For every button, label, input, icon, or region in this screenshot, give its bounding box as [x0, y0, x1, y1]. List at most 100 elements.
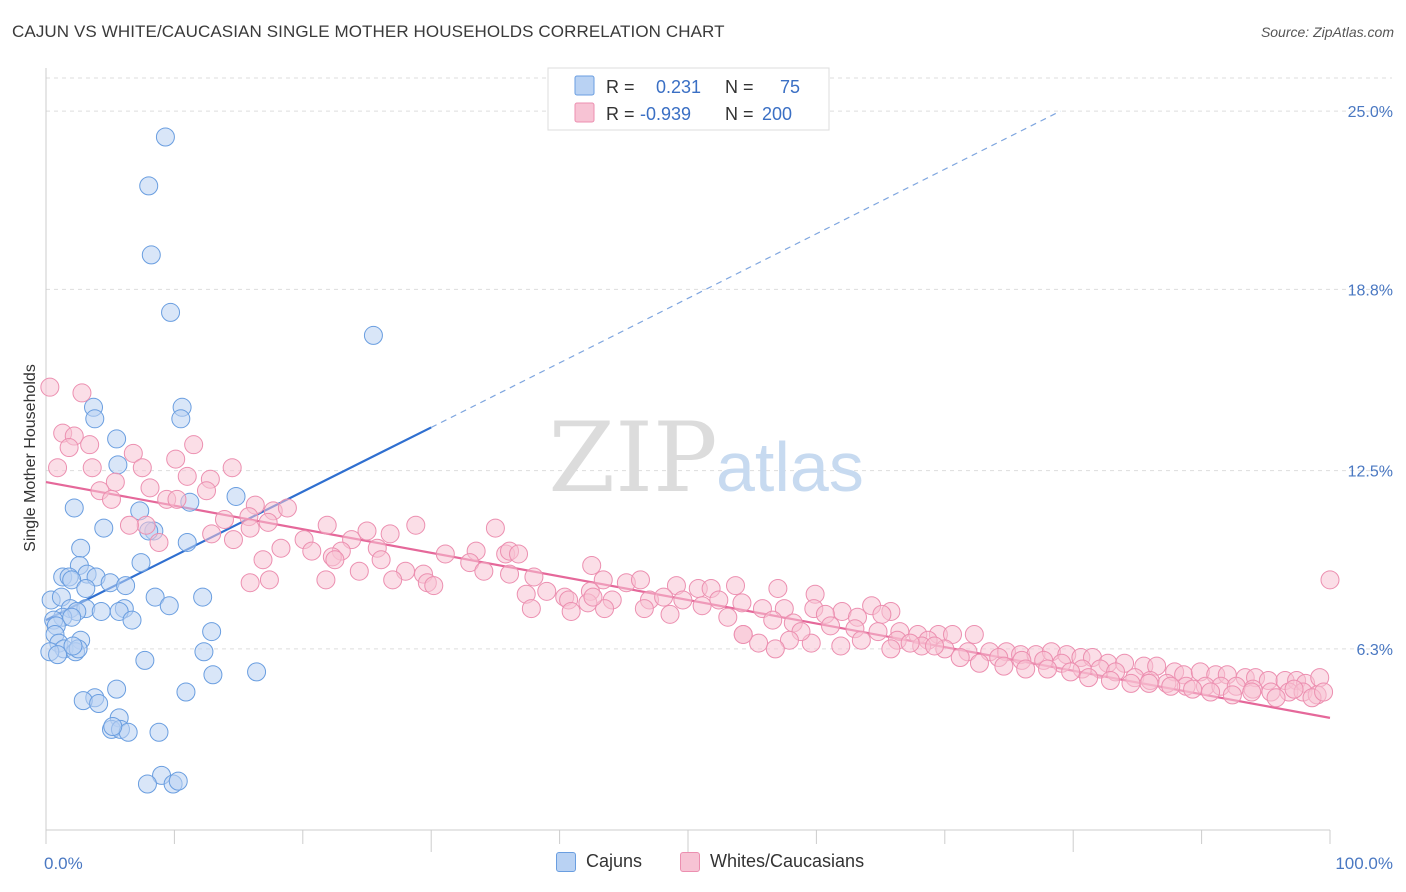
white-point — [660, 604, 680, 624]
white-point — [582, 555, 602, 575]
white-point — [733, 624, 753, 644]
white-point — [1079, 668, 1099, 688]
legend-item-whites[interactable]: Whites/Caucasians — [680, 851, 864, 872]
white-point — [765, 639, 785, 659]
white-point — [718, 607, 738, 627]
cajun-point — [149, 722, 169, 742]
white-point — [132, 458, 152, 478]
cajun-point — [135, 650, 155, 670]
cajun-point — [202, 622, 222, 642]
grid-lines — [46, 77, 1392, 650]
source-credit: Source: ZipAtlas.com — [1260, 24, 1394, 40]
legend-label: Cajuns — [586, 851, 643, 871]
cajun-point — [171, 409, 191, 429]
white-point — [197, 481, 216, 501]
legend-swatch-white — [574, 102, 595, 123]
cajun-point — [203, 665, 223, 685]
white-point — [40, 377, 60, 397]
white-point — [317, 515, 337, 535]
x-tick-label: 100.0% — [1335, 854, 1393, 873]
cajun-point — [85, 409, 105, 429]
white-point — [524, 567, 544, 587]
white-point — [149, 532, 169, 552]
cajun-point — [177, 532, 197, 552]
white-point — [969, 653, 989, 673]
white-point — [325, 550, 345, 570]
stats-legend: R = 0.231 N = 75 R = -0.939 N = 200 — [547, 67, 830, 131]
y-tick-label: 18.8% — [1348, 282, 1393, 299]
white-point — [240, 573, 260, 593]
white-point — [277, 498, 297, 518]
cajun-point — [64, 498, 84, 518]
cajun-point — [141, 245, 161, 265]
white-point — [673, 590, 693, 610]
legend-swatch — [556, 851, 576, 872]
white-point — [460, 553, 480, 573]
cajun-point — [159, 596, 179, 616]
white-point — [868, 622, 888, 642]
white-point — [1183, 679, 1203, 699]
white-point — [435, 544, 455, 564]
white-point — [537, 581, 557, 601]
cajun-point — [62, 570, 82, 590]
legend-label: Whites/Caucasians — [710, 851, 865, 871]
white-point — [240, 518, 260, 538]
white-point — [424, 576, 444, 596]
white-point — [964, 624, 984, 644]
cajun-trend-extension — [430, 110, 1061, 428]
legend-box — [547, 67, 830, 131]
white-point — [726, 576, 746, 596]
white-point — [167, 489, 187, 509]
cajun-point — [48, 645, 68, 665]
white-point — [80, 435, 100, 455]
white-point — [177, 466, 197, 486]
cajun-point — [107, 429, 127, 449]
white-point — [184, 435, 204, 455]
white-point — [406, 515, 426, 535]
white-point — [1314, 682, 1334, 702]
white-point — [779, 630, 799, 650]
chart-title: CAJUN VS WHITE/CAUCASIAN SINGLE MOTHER H… — [12, 22, 725, 41]
legend-r-label-1: R = — [606, 77, 635, 97]
cajun-point — [107, 679, 127, 699]
x-tick-label: 0.0% — [44, 854, 83, 873]
white-point — [654, 587, 674, 607]
white-point — [732, 593, 752, 613]
white-point — [302, 541, 322, 561]
white-point — [634, 599, 654, 619]
white-point — [48, 458, 68, 478]
cajun-point — [137, 774, 157, 794]
white-point — [59, 438, 79, 458]
watermark: ZIP atlas — [548, 402, 863, 514]
y-tick-label: 6.3% — [1357, 642, 1393, 659]
cajun-point — [145, 587, 165, 607]
white-point — [900, 633, 920, 653]
white-point — [140, 478, 160, 498]
white-point — [994, 656, 1014, 676]
cajun-point — [94, 518, 114, 538]
cajun-point — [100, 573, 120, 593]
white-point — [1161, 676, 1181, 696]
cajun-point — [247, 662, 267, 682]
y-axis-label: Single Mother Households — [22, 364, 39, 552]
legend-n-value-2: 200 — [762, 104, 792, 124]
white-point — [500, 564, 520, 584]
white-point — [925, 636, 945, 656]
white-point — [259, 570, 279, 590]
white-point — [166, 449, 186, 469]
white-point — [380, 524, 400, 544]
white-point — [474, 561, 494, 581]
tick-labels: 6.3% 12.5% 18.8% 25.0% 0.0% 100.0% — [44, 104, 1393, 873]
white-point — [774, 599, 794, 619]
cajun-point — [176, 682, 196, 702]
white-point — [593, 570, 613, 590]
cajun-point — [122, 610, 142, 630]
white-point — [101, 489, 121, 509]
bottom-legend: Cajuns Whites/Caucasians — [0, 851, 1406, 877]
white-point — [692, 596, 712, 616]
white-point — [349, 561, 369, 581]
legend-item-cajuns[interactable]: Cajuns — [556, 851, 642, 872]
cajun-point — [194, 642, 214, 662]
white-point — [222, 458, 242, 478]
legend-r-label-2: R = — [606, 104, 635, 124]
